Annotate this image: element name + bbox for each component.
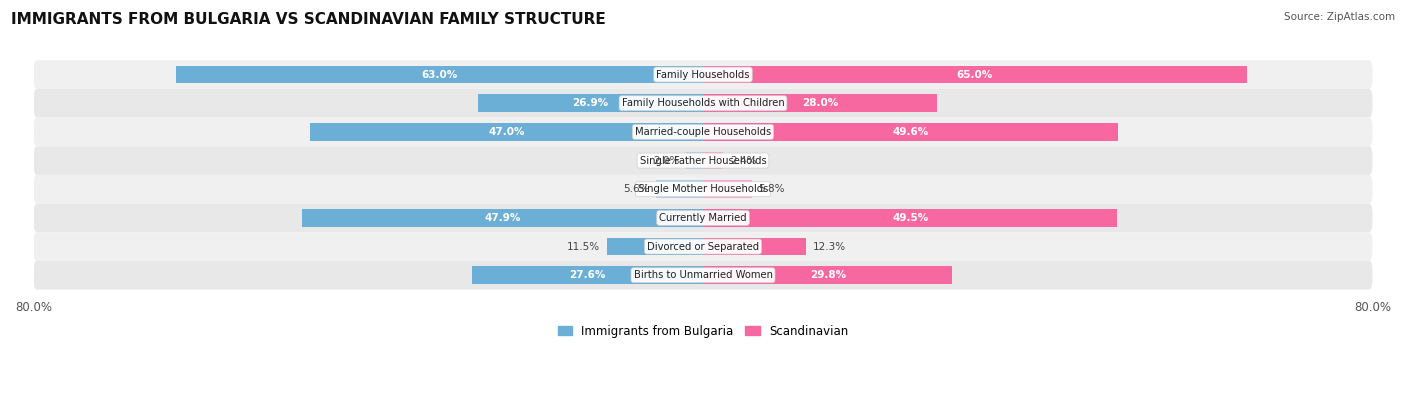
Bar <box>472 266 703 284</box>
Bar <box>703 238 806 256</box>
Text: 63.0%: 63.0% <box>422 70 457 79</box>
Text: 11.5%: 11.5% <box>567 242 600 252</box>
Bar <box>703 152 723 169</box>
Text: 2.0%: 2.0% <box>654 156 679 166</box>
Bar <box>703 123 1118 141</box>
Text: Currently Married: Currently Married <box>659 213 747 223</box>
Text: 5.8%: 5.8% <box>758 184 785 194</box>
Text: 26.9%: 26.9% <box>572 98 609 108</box>
Bar <box>176 66 703 83</box>
Text: Source: ZipAtlas.com: Source: ZipAtlas.com <box>1284 12 1395 22</box>
FancyBboxPatch shape <box>34 175 1372 203</box>
Bar <box>478 94 703 112</box>
Text: Births to Unmarried Women: Births to Unmarried Women <box>634 270 772 280</box>
Bar <box>302 209 703 227</box>
Text: Divorced or Separated: Divorced or Separated <box>647 242 759 252</box>
Text: Family Households with Children: Family Households with Children <box>621 98 785 108</box>
FancyBboxPatch shape <box>34 118 1372 146</box>
Text: 47.0%: 47.0% <box>488 127 524 137</box>
Bar <box>703 266 952 284</box>
Text: Family Households: Family Households <box>657 70 749 79</box>
Text: 28.0%: 28.0% <box>801 98 838 108</box>
Bar <box>703 209 1118 227</box>
Bar <box>607 238 703 256</box>
Text: 47.9%: 47.9% <box>485 213 520 223</box>
Bar <box>686 152 703 169</box>
Text: Single Father Households: Single Father Households <box>640 156 766 166</box>
Text: 2.4%: 2.4% <box>730 156 756 166</box>
Text: 29.8%: 29.8% <box>810 270 846 280</box>
Text: 65.0%: 65.0% <box>957 70 993 79</box>
Bar <box>657 181 703 198</box>
FancyBboxPatch shape <box>34 203 1372 232</box>
Text: Single Mother Households: Single Mother Households <box>638 184 768 194</box>
FancyBboxPatch shape <box>34 232 1372 261</box>
Text: 27.6%: 27.6% <box>569 270 606 280</box>
Bar <box>703 94 938 112</box>
Text: 12.3%: 12.3% <box>813 242 846 252</box>
Text: Married-couple Households: Married-couple Households <box>636 127 770 137</box>
Text: IMMIGRANTS FROM BULGARIA VS SCANDINAVIAN FAMILY STRUCTURE: IMMIGRANTS FROM BULGARIA VS SCANDINAVIAN… <box>11 12 606 27</box>
Text: 5.6%: 5.6% <box>623 184 650 194</box>
Text: 49.6%: 49.6% <box>893 127 929 137</box>
Legend: Immigrants from Bulgaria, Scandinavian: Immigrants from Bulgaria, Scandinavian <box>553 320 853 342</box>
Text: 49.5%: 49.5% <box>891 213 928 223</box>
FancyBboxPatch shape <box>34 261 1372 290</box>
FancyBboxPatch shape <box>34 89 1372 118</box>
FancyBboxPatch shape <box>34 146 1372 175</box>
Bar <box>309 123 703 141</box>
Bar <box>703 66 1247 83</box>
FancyBboxPatch shape <box>34 60 1372 89</box>
Bar <box>703 181 752 198</box>
